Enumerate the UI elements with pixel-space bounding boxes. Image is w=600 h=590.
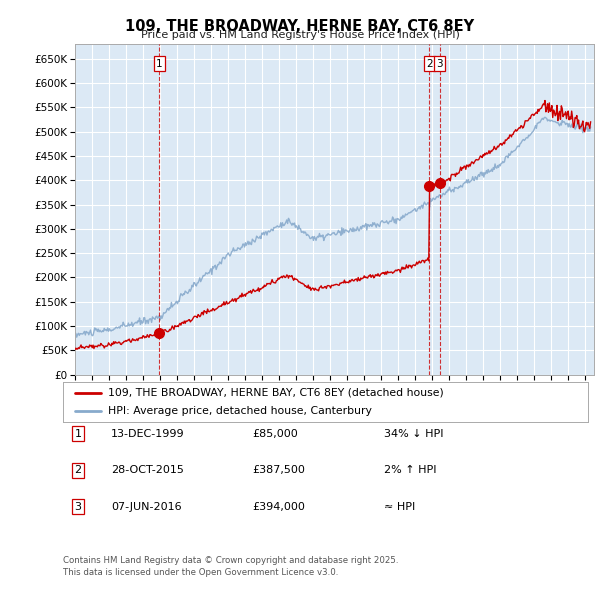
Text: £387,500: £387,500 [252, 466, 305, 475]
Text: HPI: Average price, detached house, Canterbury: HPI: Average price, detached house, Cant… [107, 406, 371, 416]
Text: £85,000: £85,000 [252, 429, 298, 438]
Text: 13-DEC-1999: 13-DEC-1999 [111, 429, 185, 438]
Text: 34% ↓ HPI: 34% ↓ HPI [384, 429, 443, 438]
Text: 1: 1 [156, 58, 163, 68]
Text: 2% ↑ HPI: 2% ↑ HPI [384, 466, 437, 475]
Text: 2: 2 [426, 58, 433, 68]
Text: Price paid vs. HM Land Registry's House Price Index (HPI): Price paid vs. HM Land Registry's House … [140, 30, 460, 40]
Text: 28-OCT-2015: 28-OCT-2015 [111, 466, 184, 475]
Text: ≈ HPI: ≈ HPI [384, 502, 415, 512]
Text: £394,000: £394,000 [252, 502, 305, 512]
Text: 07-JUN-2016: 07-JUN-2016 [111, 502, 182, 512]
Text: 2: 2 [74, 466, 82, 475]
Text: 1: 1 [74, 429, 82, 438]
Text: 109, THE BROADWAY, HERNE BAY, CT6 8EY (detached house): 109, THE BROADWAY, HERNE BAY, CT6 8EY (d… [107, 388, 443, 398]
Text: 109, THE BROADWAY, HERNE BAY, CT6 8EY: 109, THE BROADWAY, HERNE BAY, CT6 8EY [125, 19, 475, 34]
Text: Contains HM Land Registry data © Crown copyright and database right 2025.
This d: Contains HM Land Registry data © Crown c… [63, 556, 398, 577]
Text: 3: 3 [437, 58, 443, 68]
Text: 3: 3 [74, 502, 82, 512]
